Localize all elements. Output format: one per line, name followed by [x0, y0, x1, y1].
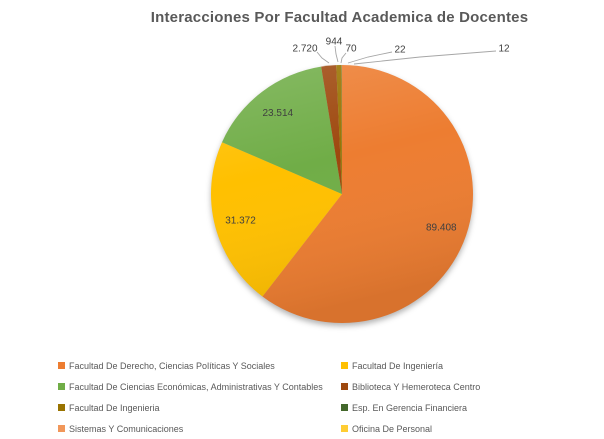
chart-legend: Facultad De Derecho, Ciencias Políticas …	[58, 355, 598, 439]
legend-swatch-icon	[341, 404, 348, 411]
leader-line-7	[353, 50, 497, 65]
legend-item-6[interactable]: Sistemas Y Comunicaciones	[58, 424, 341, 434]
legend-swatch-icon	[58, 383, 65, 390]
leader-line-6	[347, 51, 393, 64]
legend-swatch-icon	[58, 404, 65, 411]
legend-swatch-icon	[58, 425, 65, 432]
legend-label: Facultad De Ingeniería	[352, 360, 444, 371]
legend-swatch-icon	[341, 425, 348, 432]
legend-item-1[interactable]: Facultad De Ingeniería	[341, 361, 598, 371]
leader-line-4	[334, 45, 339, 63]
legend-swatch-icon	[341, 362, 348, 369]
leader-line-3	[316, 51, 330, 64]
data-label-1: 31.372	[225, 215, 256, 226]
legend-label: Facultad De Ingenieria	[69, 402, 160, 413]
legend-swatch-icon	[58, 362, 65, 369]
legend-label: Facultad De Derecho, Ciencias Políticas …	[69, 360, 275, 371]
legend-label: Oficina De Personal	[352, 423, 433, 434]
data-label-7: 12	[498, 44, 510, 55]
legend-item-2[interactable]: Facultad De Ciencias Económicas, Adminis…	[58, 382, 341, 392]
leader-line-5	[340, 52, 347, 64]
legend-item-4[interactable]: Facultad De Ingenieria	[58, 403, 341, 413]
data-label-6: 22	[394, 45, 406, 56]
legend-item-0[interactable]: Facultad De Derecho, Ciencias Políticas …	[58, 361, 341, 371]
data-label-5: 70	[345, 44, 357, 55]
chart-title: Interacciones Por Facultad Academica de …	[150, 9, 529, 26]
data-label-2: 23.514	[263, 108, 294, 119]
legend-label: Sistemas Y Comunicaciones	[69, 423, 184, 434]
legend-label: Facultad De Ciencias Económicas, Adminis…	[69, 381, 323, 392]
legend-item-7[interactable]: Oficina De Personal	[341, 424, 598, 434]
legend-swatch-icon	[341, 383, 348, 390]
data-label-0: 89.408	[426, 223, 457, 234]
legend-label: Esp. En Gerencia Financiera	[352, 402, 468, 413]
legend-item-5[interactable]: Esp. En Gerencia Financiera	[341, 403, 598, 413]
data-label-4: 944	[326, 37, 343, 48]
data-label-3: 2.720	[292, 44, 317, 55]
legend-label: Biblioteca Y Hemeroteca Centro	[352, 381, 481, 392]
legend-item-3[interactable]: Biblioteca Y Hemeroteca Centro	[341, 382, 598, 392]
